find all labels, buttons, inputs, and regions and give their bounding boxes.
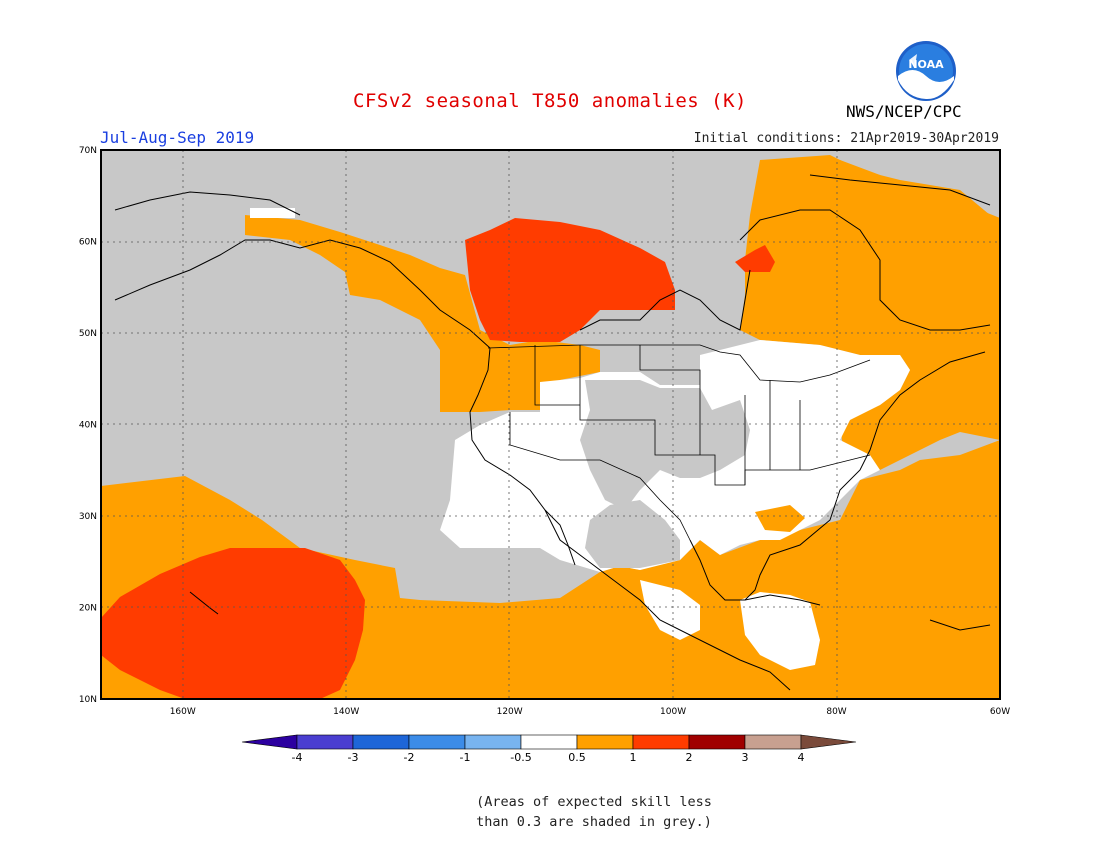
legend-swatch (352, 734, 410, 750)
lat-label: 60N (79, 238, 97, 248)
initial-conditions-label: Initial conditions: 21Apr2019-30Apr2019 (693, 131, 999, 146)
anomaly-region-alaska-white (250, 208, 295, 218)
lat-label: 70N (79, 146, 97, 156)
skill-note: (Areas of expected skill less than 0.3 a… (0, 792, 1100, 832)
lon-label: 60W (990, 707, 1010, 717)
legend-swatch (632, 734, 690, 750)
legend-tick-label: -4 (292, 751, 303, 764)
legend-swatch (520, 734, 578, 750)
skill-note-line-2: than 0.3 are shaded in grey.) (476, 814, 712, 830)
legend-swatch (576, 734, 634, 750)
legend-swatch (241, 734, 298, 750)
coastlines (114, 174, 991, 691)
lon-label: 140W (333, 707, 359, 717)
map-frame (101, 150, 1000, 699)
anomaly-region-gulf-orange (755, 505, 805, 532)
anomaly-region-labrador-orange (830, 160, 1000, 230)
organization-label: NWS/NCEP/CPC (846, 102, 962, 121)
lat-label: 10N (79, 695, 97, 705)
skill-region-mexico-grey (585, 500, 680, 568)
anomaly-map: 70N 60N 50N 40N 30N 20N 10N 160W 140W 120W 100W 80… (79, 146, 1011, 717)
legend-swatch (408, 734, 466, 750)
anomaly-region-quebec-red (735, 245, 775, 272)
legend-swatch (296, 734, 354, 750)
skill-region-us-interior-grey (580, 380, 750, 510)
season-label: Jul-Aug-Sep 2019 (100, 128, 255, 147)
lon-label: 80W (826, 707, 846, 717)
lat-label: 40N (79, 421, 97, 431)
legend-tick-label: 3 (742, 751, 749, 764)
chart-title: CFSv2 seasonal T850 anomalies (K) (353, 90, 747, 112)
longitude-labels: 160W 140W 120W 100W 80W 60W (170, 707, 1011, 717)
lon-label: 120W (497, 707, 523, 717)
lon-label: 100W (660, 707, 686, 717)
legend-tick-label: -2 (404, 751, 415, 764)
lat-label: 50N (79, 329, 97, 339)
latitude-labels: 70N 60N 50N 40N 30N 20N 10N (79, 146, 97, 705)
anomaly-region-caribbean-white (740, 592, 820, 670)
lon-label: 160W (170, 707, 196, 717)
legend-tick-label: 4 (798, 751, 805, 764)
skill-note-line-1: (Areas of expected skill less (476, 794, 712, 810)
legend-swatch (744, 734, 802, 750)
political-borders (487, 344, 871, 541)
legend-swatch (688, 734, 746, 750)
legend-tick-label: 1 (630, 751, 637, 764)
anomaly-region-canada-red (465, 218, 675, 342)
legend-tick-label: -1 (460, 751, 471, 764)
lat-label: 30N (79, 512, 97, 522)
anomaly-region-westcoast-orange (245, 215, 600, 412)
color-legend: -4 -3 -2 -1 -0.5 0.5 1 2 3 4 (241, 734, 857, 764)
svg-text:NOAA: NOAA (908, 58, 944, 71)
anomaly-region-atlantic-orange (740, 155, 1000, 478)
lat-label: 20N (79, 604, 97, 614)
graticule (101, 150, 1000, 699)
legend-tick-label: -3 (348, 751, 359, 764)
legend-tick-label: 2 (686, 751, 693, 764)
legend-tick-label: 0.5 (568, 751, 586, 764)
anomaly-region-mexico-white (640, 580, 700, 640)
legend-swatch (800, 734, 857, 750)
legend-tick-label: -0.5 (510, 751, 531, 764)
legend-swatch (464, 734, 522, 750)
map-border (100, 149, 1001, 700)
noaa-logo: NOAA (896, 41, 956, 101)
anomaly-region-hawaii-red (101, 548, 365, 699)
